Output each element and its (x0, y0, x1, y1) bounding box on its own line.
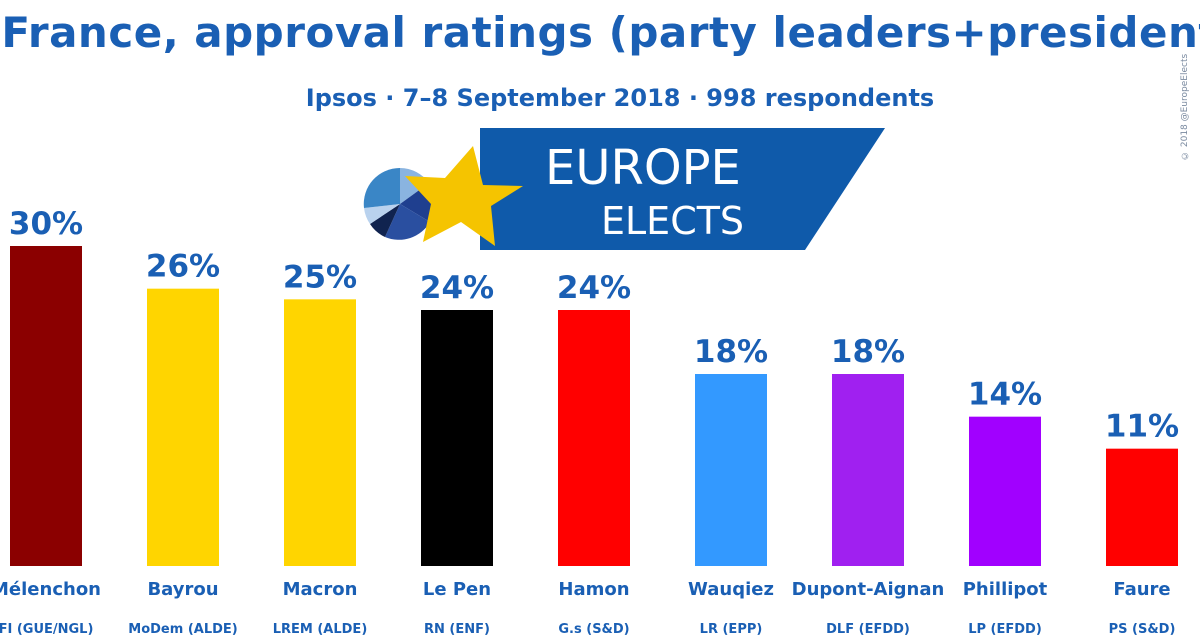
bar-value-label: 24% (557, 270, 631, 306)
logo-text-europe: EUROPE (545, 140, 741, 196)
bar-8 (1106, 448, 1178, 566)
bar-3 (421, 310, 493, 566)
bar-1 (147, 288, 219, 566)
party-label: MoDem (ALDE) (128, 622, 237, 637)
bar-5 (695, 374, 767, 566)
bar-2 (284, 299, 356, 566)
bar-7 (969, 416, 1041, 566)
party-label: G.s (S&D) (558, 622, 629, 637)
bar-value-label: 26% (146, 249, 220, 285)
bar-value-label: 25% (283, 259, 357, 295)
chart-title: France, approval ratings (party leaders+… (1, 8, 1200, 57)
bar-6 (832, 374, 904, 566)
logo-star-icon (405, 146, 523, 246)
party-label: PS (S&D) (1109, 622, 1176, 637)
party-label: FI (GUE/NGL) (0, 622, 93, 637)
bar-0 (10, 246, 82, 566)
category-label: Wauqiez (688, 579, 774, 600)
bar-value-label: 24% (420, 270, 494, 306)
bar-value-label: 30% (9, 206, 83, 242)
category-label: Dupont-Aignan (792, 579, 945, 600)
party-label: RN (ENF) (424, 622, 490, 637)
bar-value-label: 18% (694, 334, 768, 370)
europe-elects-logo: EUROPE ELECTS (363, 128, 885, 250)
party-label: LR (EPP) (700, 622, 763, 637)
bar-value-label: 14% (968, 377, 1042, 413)
category-label: Mélenchon (0, 579, 101, 600)
category-label: Macron (283, 579, 358, 600)
logo-text-elects: ELECTS (601, 199, 744, 243)
category-label: Bayrou (147, 579, 218, 600)
party-label: LREM (ALDE) (273, 622, 368, 637)
category-label: Le Pen (423, 579, 491, 600)
chart-subtitle: Ipsos · 7–8 September 2018 · 998 respond… (305, 84, 935, 112)
category-label: Phillipot (963, 579, 1048, 600)
bar-value-label: 18% (831, 334, 905, 370)
bar-value-label: 11% (1105, 409, 1179, 445)
bar-4 (558, 310, 630, 566)
logo-banner (480, 128, 885, 250)
party-label: DLF (EFDD) (826, 622, 910, 637)
category-label: Faure (1113, 579, 1170, 600)
party-label: LP (EFDD) (968, 622, 1042, 637)
category-label: Hamon (558, 579, 629, 600)
